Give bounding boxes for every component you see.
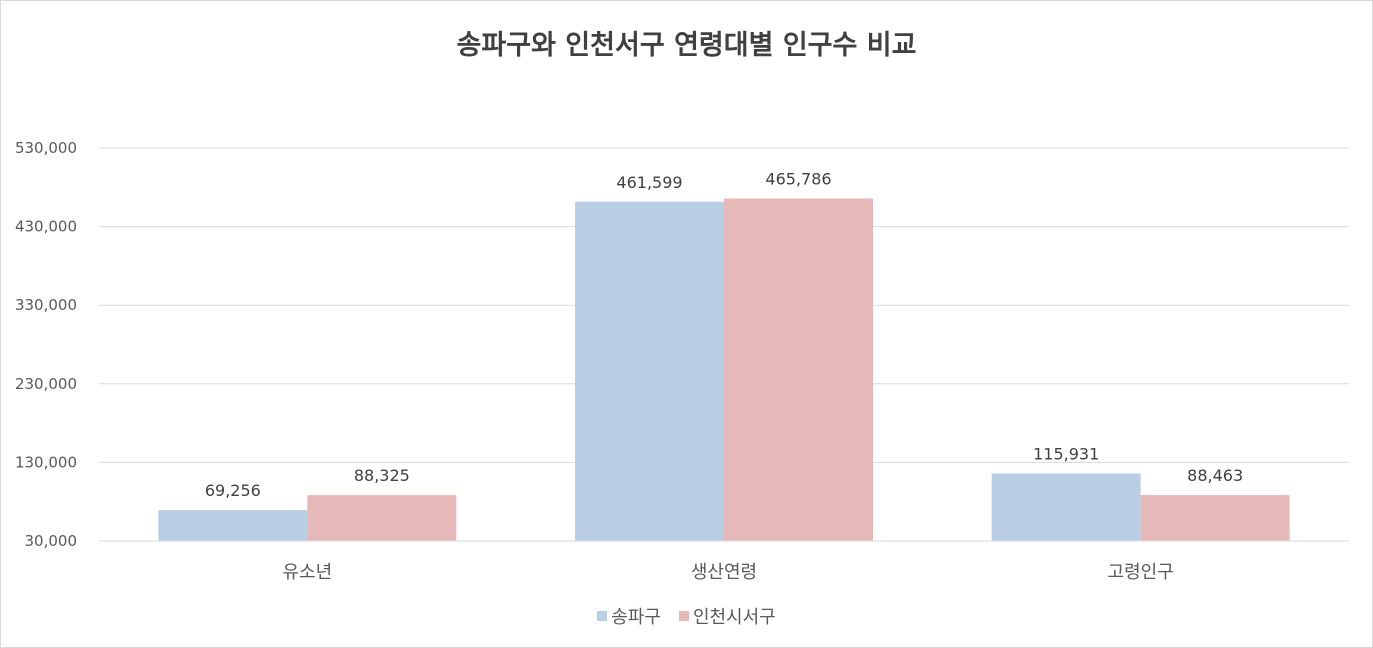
data-label: 69,256 [205, 481, 261, 500]
legend-item-songpa: 송파구 [597, 603, 661, 629]
data-label: 465,786 [765, 169, 831, 188]
chart-title: 송파구와 인천서구 연령대별 인구수 비교 [456, 30, 917, 61]
y-tick-label: 530,000 [15, 139, 77, 157]
legend: 송파구 인천시서구 [1, 603, 1372, 629]
data-label: 461,599 [616, 173, 682, 192]
y-tick-label: 230,000 [15, 375, 77, 393]
legend-swatch-incheon-seogu [678, 611, 689, 621]
legend-swatch-songpa [597, 611, 608, 621]
legend-label-incheon-seogu: 인천시서구 [692, 607, 776, 628]
y-tick-label: 330,000 [15, 296, 77, 314]
bar [991, 473, 1141, 541]
bar [724, 198, 873, 541]
data-label: 88,463 [1187, 466, 1243, 485]
y-tick-label: 30,000 [25, 532, 78, 550]
legend-item-incheon-seogu: 인천시서구 [678, 603, 776, 629]
bar [158, 510, 308, 541]
y-tick-label: 130,000 [15, 453, 77, 471]
y-tick-label: 430,000 [15, 218, 77, 236]
data-label: 88,325 [354, 466, 410, 485]
bar [1140, 495, 1290, 541]
data-label: 115,931 [1033, 444, 1099, 463]
x-category-label: 유소년 [282, 562, 332, 583]
legend-label-songpa: 송파구 [611, 607, 661, 628]
x-category-label: 고령인구 [1108, 562, 1174, 583]
x-category-label: 생산연령 [691, 562, 757, 583]
bar [307, 495, 457, 541]
bar [575, 201, 724, 541]
